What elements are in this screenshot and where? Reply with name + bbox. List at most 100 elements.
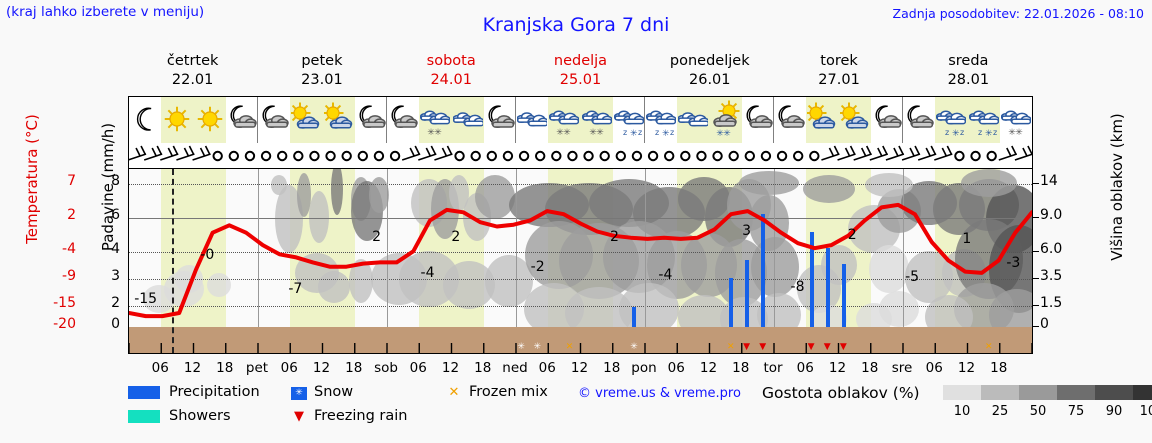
svg-text:z: z — [993, 128, 997, 137]
precip-bar-freezing-rain — [745, 259, 750, 327]
day-name: sobota — [426, 53, 476, 69]
day-divider — [129, 97, 258, 144]
svg-text:z: z — [655, 128, 659, 137]
precip-marker-snow: ✳ — [533, 342, 542, 352]
density-swatch-1 — [981, 385, 1019, 400]
x-tick-label: 12 — [312, 360, 331, 376]
temperature-label: -5 — [905, 269, 920, 285]
svg-text:✳: ✳ — [435, 128, 443, 138]
day-header-2: sobota 24.01 — [387, 52, 516, 92]
weather-icon-moon-cloudy — [871, 97, 903, 143]
precipitation-tick: 8 — [111, 172, 120, 189]
legend-showers: Showers — [128, 408, 231, 424]
svg-text:✳: ✳ — [662, 129, 670, 139]
temperature-label: -3 — [1006, 255, 1021, 271]
svg-text:✳: ✳ — [716, 129, 724, 139]
precip-marker-snow: ✳ — [517, 342, 525, 352]
weather-icon-sun-clear — [194, 97, 226, 143]
cloud-height-tick: 1.5 — [1040, 295, 1063, 312]
x-tick-label: sre — [891, 360, 913, 376]
weather-icon-moon-cloudy — [258, 97, 290, 143]
temperature-tick: -20 — [53, 315, 76, 332]
x-tick-label: 12 — [699, 360, 718, 376]
svg-text:z: z — [978, 128, 982, 137]
precip-marker-frozen-mix: ✕ — [985, 342, 993, 352]
gridline-v-4 — [645, 169, 646, 353]
svg-text:✳: ✳ — [723, 129, 731, 139]
temperature-tick: -4 — [62, 240, 76, 257]
page-title: Kranjska Gora 7 dni — [482, 14, 670, 36]
legend-precipitation: Precipitation — [128, 384, 260, 400]
precipitation-tick: 0 — [111, 315, 120, 332]
x-tick-label: tor — [763, 360, 783, 376]
x-tick-label: 12 — [441, 360, 460, 376]
precip-bar-freezing-rain — [809, 232, 814, 327]
weather-icon-moon-clear — [129, 97, 161, 143]
cloud-height-tick: 14 — [1040, 172, 1058, 189]
day-header-4: ponedeljek 26.01 — [645, 52, 774, 92]
weather-icon-cloudy-sleet: z ✳ z — [613, 97, 645, 143]
day-name: sreda — [948, 53, 989, 69]
temperature-tick: -15 — [53, 295, 76, 312]
density-swatch-0 — [943, 385, 981, 400]
svg-text:✳: ✳ — [596, 128, 604, 138]
x-tick-label: 06 — [538, 360, 556, 376]
temperature-label: -2 — [530, 259, 545, 275]
precipitation-tick: 3 — [111, 268, 120, 285]
x-tick-label: 12 — [828, 360, 847, 376]
temperature-label: 2 — [609, 229, 619, 245]
precip-marker-freezing-rain: ▼ — [759, 342, 767, 352]
weather-icon-sun-clear — [161, 97, 193, 143]
day-header-6: sreda 28.01 — [904, 52, 1033, 92]
day-divider — [774, 97, 903, 144]
weather-icon-cloudy-snow: ✳ ✳ — [548, 97, 580, 143]
day-date: 24.01 — [430, 72, 472, 88]
temperature-label: -8 — [790, 279, 805, 295]
density-tick: 90 — [1105, 404, 1123, 419]
weather-icon-cloudy-sleet: z ✳ z — [645, 97, 677, 143]
current-time-line — [172, 169, 174, 353]
cloud-height-axis-title: Višina oblakov (km) — [1108, 113, 1126, 261]
day-divider — [387, 97, 516, 144]
legend-frozen-mix: ✕ Frozen mix — [445, 384, 548, 400]
weather-icon-cloudy-snow: ✳ ✳ — [581, 97, 613, 143]
density-tick: 50 — [1029, 404, 1047, 419]
cloud-density-title: Gostota oblakov (%) — [762, 384, 920, 402]
weather-icon-moon-partly-cloudy — [226, 97, 258, 143]
x-tick-marks — [129, 343, 1032, 353]
cloud-height-axis: 14 9.0 6.0 3.5 1.5 0 — [1040, 160, 1082, 360]
temperature-tick: 7 — [67, 172, 76, 189]
weather-icon-band: ✳ ✳ ✳ ✳ — [128, 96, 1033, 144]
cloud-height-tick: 6.0 — [1040, 240, 1063, 257]
legend-frozen-mix-label: Frozen mix — [469, 384, 548, 400]
svg-text:✳: ✳ — [1008, 128, 1016, 138]
precip-bar-snow — [632, 307, 637, 327]
svg-text:✳: ✳ — [564, 128, 572, 138]
precipitation-tick: 6 — [111, 206, 120, 223]
day-header-0: četrtek 22.01 — [128, 52, 257, 92]
x-tick-label: 06 — [925, 360, 943, 376]
weather-icon-cloudy-sleet: z ✳ z — [968, 97, 1000, 143]
x-tick-label: ned — [502, 360, 528, 376]
svg-text:z: z — [623, 128, 627, 137]
temperature-tick: -9 — [62, 268, 76, 285]
copyright-link[interactable]: © vreme.us & vreme.pro — [578, 386, 741, 401]
weather-icon-sun-partly-cloudy — [806, 97, 838, 143]
weather-icon-sun-partly-cloudy — [323, 97, 355, 143]
temperature-label: 3 — [742, 223, 751, 239]
cloud-height-tickmark — [1033, 216, 1039, 218]
precip-marker-freezing-rain: ▼ — [823, 342, 831, 352]
x-tick-label: 12 — [957, 360, 976, 376]
gridline-h-1 — [129, 217, 1032, 219]
day-date: 25.01 — [559, 72, 602, 88]
weather-icon-cloudy — [452, 97, 484, 143]
legend-snow: ✳ Snow — [290, 384, 353, 400]
density-tick: 10 — [953, 404, 971, 419]
precip-bar-freezing-rain — [825, 248, 830, 327]
svg-text:z: z — [945, 128, 949, 137]
x-tick-label: 18 — [990, 360, 1008, 376]
x-tick-label: 18 — [474, 360, 492, 376]
precip-marker-frozen-mix: ✕ — [727, 342, 735, 352]
showers-swatch — [128, 409, 160, 423]
day-date: 28.01 — [947, 72, 990, 88]
